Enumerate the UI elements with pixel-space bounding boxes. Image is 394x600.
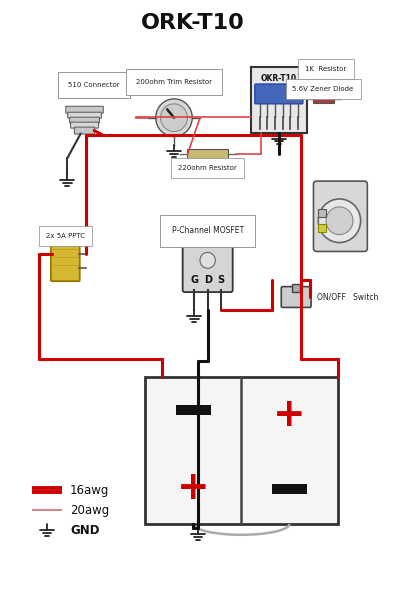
Bar: [251, 67, 307, 133]
Circle shape: [156, 99, 192, 137]
Bar: [272, 484, 307, 494]
Text: S: S: [217, 275, 225, 285]
FancyBboxPatch shape: [70, 117, 99, 123]
Text: 220ohm Resistor: 220ohm Resistor: [178, 165, 237, 171]
Text: +: +: [273, 396, 306, 434]
Text: ORK-T10: ORK-T10: [140, 13, 244, 32]
Text: OKR-T10: OKR-T10: [261, 74, 297, 83]
FancyBboxPatch shape: [74, 127, 95, 134]
Text: 16awg: 16awg: [70, 484, 110, 497]
Bar: [312, 95, 334, 103]
FancyBboxPatch shape: [314, 181, 367, 251]
Text: 2x 5A PPTC: 2x 5A PPTC: [46, 233, 85, 239]
FancyBboxPatch shape: [71, 122, 98, 128]
Circle shape: [160, 104, 188, 131]
Text: +: +: [177, 469, 210, 507]
Bar: [318, 209, 326, 217]
Text: 510 Connector: 510 Connector: [68, 82, 120, 88]
FancyBboxPatch shape: [68, 112, 101, 118]
Bar: [188, 149, 228, 160]
Text: 200ohm Trim Resistor: 200ohm Trim Resistor: [136, 79, 212, 85]
Circle shape: [200, 253, 216, 268]
FancyBboxPatch shape: [66, 106, 103, 113]
Text: 1K  Resistor: 1K Resistor: [305, 66, 347, 72]
Circle shape: [318, 199, 361, 242]
Circle shape: [326, 207, 353, 235]
FancyBboxPatch shape: [255, 84, 303, 104]
Text: 20awg: 20awg: [70, 503, 110, 517]
Bar: [176, 405, 210, 415]
Text: P-Channel MOSFET: P-Channel MOSFET: [172, 226, 244, 235]
Text: ON/OFF   Switch: ON/OFF Switch: [317, 293, 379, 302]
FancyBboxPatch shape: [51, 244, 80, 281]
Bar: [318, 224, 326, 232]
Bar: [145, 377, 338, 524]
Bar: [292, 284, 300, 292]
Bar: [312, 75, 340, 83]
Text: 5.6V Zener Diode: 5.6V Zener Diode: [292, 86, 354, 92]
Text: D: D: [204, 275, 212, 285]
FancyBboxPatch shape: [183, 242, 233, 292]
FancyBboxPatch shape: [281, 287, 311, 307]
Text: G: G: [190, 275, 198, 285]
Text: GND: GND: [70, 524, 100, 538]
